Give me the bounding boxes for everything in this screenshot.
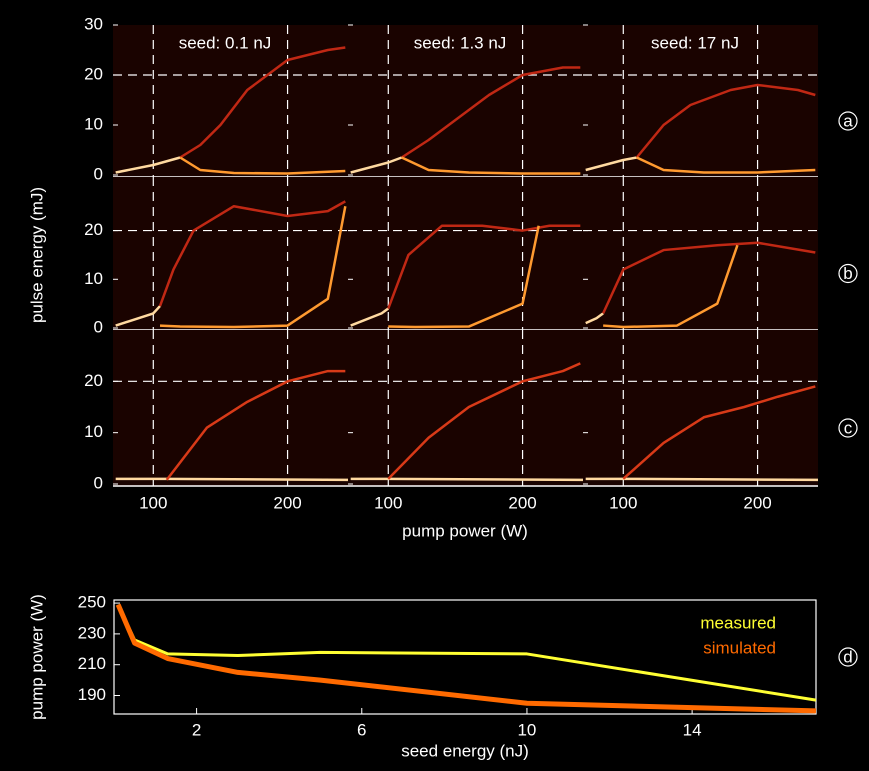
x-tick-label: 200: [508, 493, 536, 512]
line: [115, 603, 817, 714]
y-tick-label: 0: [94, 473, 103, 492]
y-tick-label: 250: [78, 593, 106, 612]
y-tick-label: 0: [94, 317, 103, 336]
legend-label: measured: [700, 613, 776, 632]
branch: [387, 362, 581, 480]
branch: [158, 200, 346, 307]
y-tick-label: 10: [84, 422, 103, 441]
y-axis-label: pulse energy (mJ): [27, 187, 46, 323]
x-tick-label: 100: [139, 493, 167, 512]
y-tick-label: 0: [94, 164, 103, 183]
branch: [401, 66, 581, 159]
branch: [350, 477, 584, 482]
legend-label: simulated: [703, 638, 776, 657]
y-tick-label: 20: [84, 371, 103, 390]
panel-background: [113, 330, 348, 486]
column-title: seed: 0.1 nJ: [179, 33, 272, 52]
panel-label: d: [843, 647, 852, 666]
x-tick-label: 100: [609, 493, 637, 512]
branch: [603, 244, 739, 329]
x-tick-label: 2: [192, 720, 201, 739]
column-title: seed: 1.3 nJ: [414, 33, 507, 52]
branch: [350, 307, 390, 327]
branch: [602, 241, 816, 314]
branch: [585, 156, 637, 172]
branch: [635, 83, 816, 159]
branch: [179, 156, 346, 175]
panel-background: [583, 330, 818, 486]
panel-label-circle: [838, 418, 858, 438]
branch: [387, 224, 581, 309]
x-tick-label: 200: [743, 493, 771, 512]
branch: [636, 156, 816, 174]
branch: [165, 369, 346, 481]
branch: [350, 156, 403, 174]
branch: [388, 225, 540, 329]
panel-label-circle: [838, 263, 858, 284]
branch: [622, 385, 816, 480]
branch: [115, 477, 349, 482]
y-tick-label: 30: [84, 14, 103, 33]
panel-label: a: [843, 111, 853, 130]
panel-background: [348, 25, 583, 177]
branch: [159, 205, 347, 329]
panel-background: [583, 177, 818, 330]
x-tick-label: 6: [357, 720, 366, 739]
x-tick-label: 100: [374, 493, 402, 512]
panel-label: b: [843, 264, 852, 283]
y-tick-label: 190: [78, 685, 106, 704]
y-tick-label: 230: [78, 623, 106, 642]
branch: [585, 477, 819, 482]
panel-label: c: [844, 418, 853, 437]
x-tick-label: 14: [683, 720, 702, 739]
y-tick-label: 20: [84, 220, 103, 239]
y-tick-label: 210: [78, 654, 106, 673]
branch: [401, 156, 581, 175]
y-tick-label: 10: [84, 114, 103, 133]
panel-label-circle: [838, 647, 858, 667]
x-tick-label: 200: [273, 493, 301, 512]
x-tick-label: 10: [517, 720, 536, 739]
panel-label-circle: [838, 111, 858, 131]
panel-background: [113, 177, 348, 330]
panel-background: [113, 25, 348, 177]
branch: [179, 46, 346, 159]
x-axis-label: seed energy (nJ): [401, 741, 529, 760]
x-axis-label: pump power (W): [402, 521, 528, 540]
column-title: seed: 17 nJ: [651, 33, 739, 52]
panel-background: [348, 177, 583, 330]
y-tick-label: 10: [84, 269, 103, 288]
branch: [115, 156, 181, 174]
y-tick-label: 20: [84, 64, 103, 83]
y-axis-label: pump power (W): [27, 594, 46, 720]
branch: [585, 312, 604, 325]
branch: [115, 305, 161, 327]
